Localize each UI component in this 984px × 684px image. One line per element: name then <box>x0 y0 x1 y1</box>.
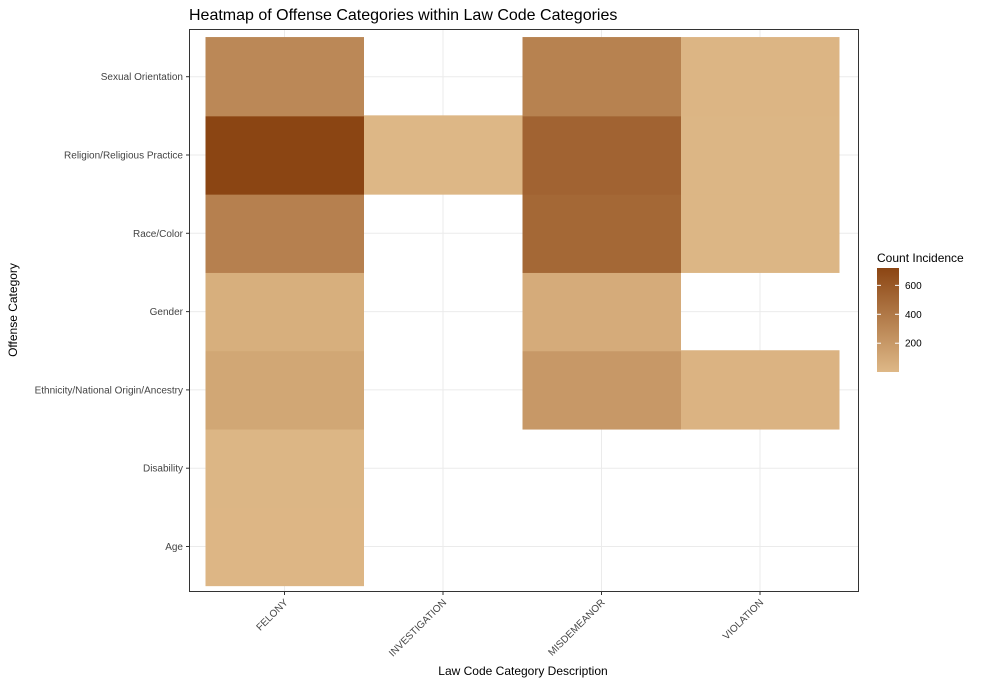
heatmap-cell-misdemeanor-ethnicity-national-origin-ancestry <box>522 350 681 430</box>
x-tick-label-felony: FELONY <box>255 597 291 633</box>
legend-tick-label-400: 400 <box>905 310 922 321</box>
x-tick-label-violation: VIOLATION <box>721 597 766 642</box>
heatmap-cell-violation-race-color <box>681 193 840 273</box>
y-tick-label-disability: Disability <box>143 464 183 475</box>
heatmap-cell-felony-ethnicity-national-origin-ancestry <box>205 350 364 430</box>
heatmap-cell-felony-age <box>205 506 364 587</box>
x-tick-label-investigation: INVESTIGATION <box>387 597 449 659</box>
x-axis-ticks: FELONY INVESTIGATION MISDEMEANOR VIOLATION <box>255 591 766 659</box>
heatmap-cell-felony-gender <box>205 271 364 352</box>
y-tick-label-gender: Gender <box>150 307 184 318</box>
y-axis-title: Offense Category <box>6 263 20 357</box>
heatmap-cell-felony-race-color <box>205 193 364 273</box>
heatmap-cell-misdemeanor-sexual-orientation <box>522 37 681 117</box>
heatmap-cell-felony-disability <box>205 428 364 508</box>
heatmap-cell-misdemeanor-religion-religious-practice <box>522 115 681 195</box>
x-axis-title: Law Code Category Description <box>438 664 607 678</box>
heatmap-cells <box>205 37 840 587</box>
y-tick-label-age: Age <box>165 542 183 553</box>
legend-colorbar <box>877 268 899 372</box>
y-tick-label-ethnicity-national-origin-ancestry: Ethnicity/National Origin/Ancestry <box>35 385 183 396</box>
y-axis-ticks: Age Disability Ethnicity/National Origin/A… <box>35 72 190 553</box>
heatmap-cell-violation-sexual-orientation <box>681 37 840 117</box>
legend-tick-label-200: 200 <box>905 339 922 350</box>
legend-tick-label-600: 600 <box>905 281 922 292</box>
heatmap-cell-violation-ethnicity-national-origin-ancestry <box>681 350 840 430</box>
y-tick-label-race-color: Race/Color <box>133 229 184 240</box>
legend-title: Count Incidence <box>877 251 964 265</box>
heatmap-cell-violation-religion-religious-practice <box>681 115 840 195</box>
y-tick-label-sexual-orientation: Sexual Orientation <box>101 72 183 83</box>
heatmap-cell-felony-sexual-orientation <box>205 37 364 117</box>
color-legend: Count Incidence 200 400 600 <box>877 251 964 372</box>
heatmap-cell-felony-religion-religious-practice <box>205 115 364 195</box>
chart-title: Heatmap of Offense Categories within Law… <box>189 7 617 24</box>
heatmap-cell-misdemeanor-race-color <box>522 193 681 273</box>
plot-panel-border <box>189 29 859 592</box>
heatmap-cell-misdemeanor-gender <box>522 271 681 352</box>
y-tick-label-religion-religious-practice: Religion/Religious Practice <box>64 151 183 162</box>
heatmap-cell-investigation-religion-religious-practice <box>364 115 523 195</box>
x-tick-label-misdemeanor: MISDEMEANOR <box>546 597 607 658</box>
